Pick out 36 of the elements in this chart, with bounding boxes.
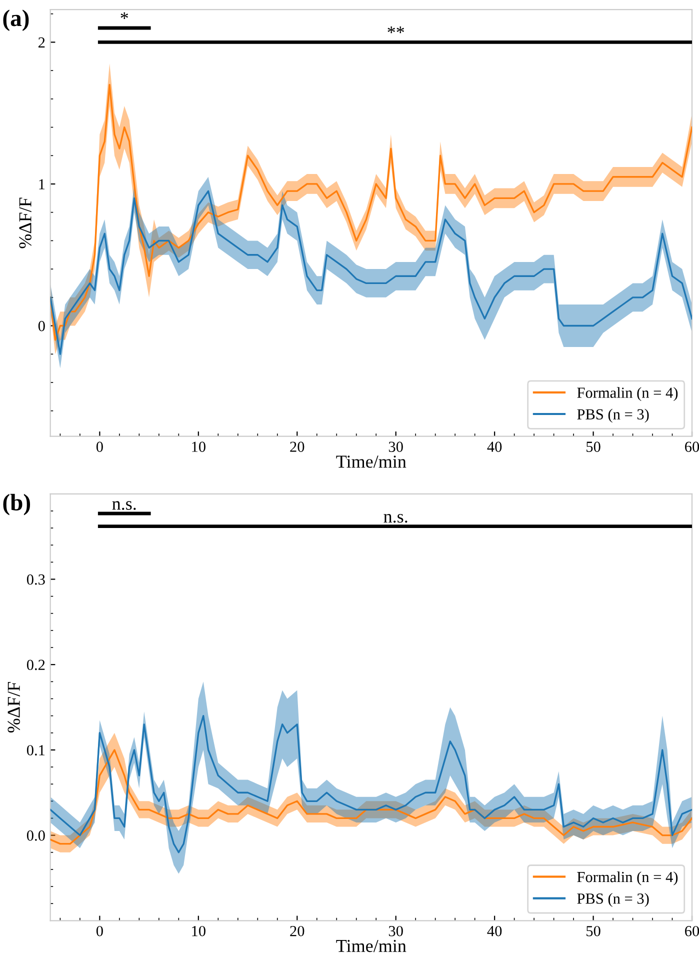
y-tick-label: 0.0 [26,830,45,841]
x-axis-title: Time/min [336,456,406,468]
annotation: * [120,12,128,19]
legend-label: PBS (n = 3) [577,408,649,423]
x-tick-label: 20 [290,442,304,452]
x-tick-label: 0 [96,926,103,936]
y-tick-label: 2 [38,37,45,48]
y-tick-label: 0.2 [26,660,45,670]
x-axis-title: Time/min [336,940,406,952]
y-tick-label: 0.1 [26,745,45,756]
y-axis-title: %ΔF/F [19,198,32,248]
y-tick-label: 1 [39,179,45,190]
legend-label: Formalin (n = 4) [577,387,678,402]
annotation: n.s. [112,501,136,510]
x-tick-label: 10 [192,442,206,452]
x-tick-label: 20 [290,926,304,936]
x-tick-label: 40 [487,926,502,936]
annotation: n.s. [384,514,408,523]
x-tick-label: 60 [685,926,699,936]
y-tick-label: 0 [38,320,45,332]
x-tick-label: 60 [685,442,699,452]
x-tick-label: 50 [586,442,600,452]
line-series [50,749,692,845]
x-tick-label: 10 [192,926,206,936]
x-tick-label: 30 [388,442,403,452]
chart-title: (b) [3,494,30,516]
y-axis-title: %ΔF/F [8,682,20,733]
x-tick-label: 50 [586,926,600,936]
x-tick-label: 30 [388,926,403,936]
x-tick-label: 40 [487,442,502,452]
y-tick-label: 0.3 [26,574,45,585]
chart-title: (a) [3,10,29,31]
legend-label: PBS (n = 3) [577,893,649,907]
annotation: ** [388,26,404,34]
legend-label: Formalin (n = 4) [577,871,678,886]
x-tick-label: 0 [96,442,103,452]
